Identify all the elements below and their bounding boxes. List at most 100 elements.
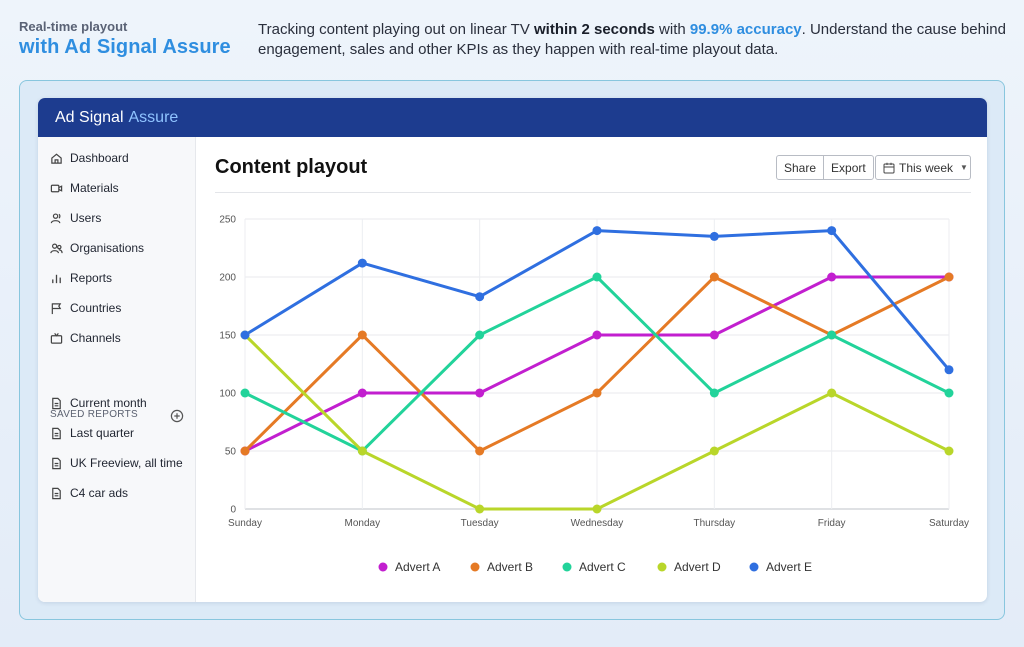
x-tick-label: Tuesday: [461, 518, 499, 529]
saved-report-label: Last quarter: [70, 426, 135, 440]
saved-report-c4-car-ads[interactable]: C4 car ads: [50, 483, 128, 503]
tv-icon: [50, 332, 63, 345]
document-icon: [50, 457, 63, 470]
intro-text-2: with: [654, 21, 690, 38]
date-range-label: This week: [899, 160, 954, 175]
data-point: [475, 446, 485, 456]
date-range-dropdown[interactable]: This week ▼: [875, 155, 971, 180]
legend-swatch: [378, 562, 388, 572]
data-point: [240, 388, 250, 398]
main-content: Content playout Share Export This week ▼…: [196, 137, 987, 602]
data-point: [357, 330, 367, 340]
user-icon: [50, 212, 63, 225]
legend-swatch: [470, 562, 480, 572]
home-icon: [50, 152, 63, 165]
sidebar-item-label: Materials: [70, 181, 119, 195]
intro-highlight: 99.9% accuracy: [689, 21, 802, 38]
legend-item[interactable]: Advert E: [749, 560, 813, 574]
intro-text-1: Tracking content playing out on linear T…: [258, 21, 534, 38]
legend-swatch: [657, 562, 667, 572]
data-point: [357, 258, 367, 268]
app-header: Ad Signal Assure: [38, 98, 987, 137]
document-icon: [50, 427, 63, 440]
data-point: [944, 365, 954, 375]
legend-label: Advert A: [395, 560, 440, 574]
data-point: [475, 504, 485, 514]
data-point: [592, 504, 602, 514]
sidebar-item-countries[interactable]: Countries: [50, 298, 121, 318]
data-point: [827, 330, 837, 340]
sidebar-item-label: Reports: [70, 271, 113, 285]
x-tick-label: Saturday: [929, 518, 969, 529]
sidebar: Dashboard Materials Users Organisations …: [38, 137, 196, 602]
brand-name: Ad Signal: [55, 108, 124, 126]
sidebar-item-reports[interactable]: Reports: [50, 268, 112, 288]
sidebar-item-channels[interactable]: Channels: [50, 328, 121, 348]
share-button[interactable]: Share: [784, 160, 817, 175]
export-button[interactable]: Export: [823, 156, 873, 179]
data-point: [475, 292, 485, 302]
y-tick-label: 200: [219, 273, 236, 284]
data-point: [827, 388, 837, 398]
flag-icon: [50, 302, 63, 315]
intro-heading: Real-time playout with Ad Signal Assure: [19, 19, 231, 59]
legend-item[interactable]: Advert B: [470, 560, 534, 574]
x-tick-label: Thursday: [693, 518, 735, 529]
chevron-down-icon: ▼: [960, 163, 968, 172]
content-playout-chart: 0 50 100 150 200 250 Sunday Monday Tuesday Wednes…: [219, 215, 969, 575]
data-point: [709, 446, 719, 456]
saved-report-label: C4 car ads: [70, 486, 129, 500]
data-point: [944, 388, 954, 398]
intro-description: Tracking content playing out on linear T…: [258, 20, 1008, 60]
sidebar-item-label: Channels: [70, 331, 121, 345]
intro-text-3: . Understand the cause behind engagement…: [258, 21, 1006, 58]
document-icon: [50, 397, 63, 410]
data-point: [357, 446, 367, 456]
x-tick-label: Sunday: [228, 518, 262, 529]
legend-item[interactable]: Advert A: [378, 560, 441, 574]
share-export-group: Share Export: [776, 155, 874, 180]
document-icon: [50, 487, 63, 500]
data-point: [592, 226, 602, 236]
intro-bold: within 2 seconds: [534, 21, 655, 38]
legend-swatch: [562, 562, 572, 572]
sidebar-item-organisations[interactable]: Organisations: [50, 238, 144, 258]
legend-swatch: [749, 562, 759, 572]
sidebar-item-label: Dashboard: [70, 151, 129, 165]
y-tick-label: 50: [225, 447, 237, 458]
y-tick-label: 100: [219, 389, 236, 400]
sidebar-item-materials[interactable]: Materials: [50, 178, 119, 198]
legend-label: Advert E: [766, 560, 812, 574]
y-tick-label: 250: [219, 215, 236, 226]
bar-chart-icon: [50, 272, 63, 285]
data-point: [240, 330, 250, 340]
sidebar-item-label: Countries: [70, 301, 122, 315]
data-point: [592, 272, 602, 282]
sidebar-item-dashboard[interactable]: Dashboard: [50, 148, 129, 168]
data-point: [475, 330, 485, 340]
legend-item[interactable]: Advert C: [562, 560, 627, 574]
video-icon: [50, 182, 63, 195]
y-tick-label: 0: [230, 505, 236, 516]
saved-report-last-quarter[interactable]: Last quarter: [50, 423, 134, 443]
app-window: Ad Signal Assure Dashboard Materials User…: [38, 98, 987, 602]
brand-accent: Assure: [128, 108, 179, 126]
title-divider: [215, 192, 971, 193]
data-point: [240, 446, 250, 456]
tagline-small: Real-time playout: [19, 19, 128, 34]
tagline-big: with Ad Signal Assure: [19, 36, 231, 58]
saved-report-label: Current month: [70, 396, 147, 410]
saved-report-current-month[interactable]: Current month: [50, 393, 147, 413]
data-point: [709, 388, 719, 398]
data-point: [592, 388, 602, 398]
add-circle-icon[interactable]: [170, 409, 184, 423]
data-point: [944, 446, 954, 456]
data-point: [475, 388, 485, 398]
legend-item[interactable]: Advert D: [657, 560, 722, 574]
sidebar-item-users[interactable]: Users: [50, 208, 101, 228]
saved-report-uk-freeview[interactable]: UK Freeview, all time: [50, 453, 183, 473]
x-tick-label: Monday: [345, 518, 381, 529]
data-point: [592, 330, 602, 340]
data-point: [357, 388, 367, 398]
legend-label: Advert D: [674, 560, 721, 574]
